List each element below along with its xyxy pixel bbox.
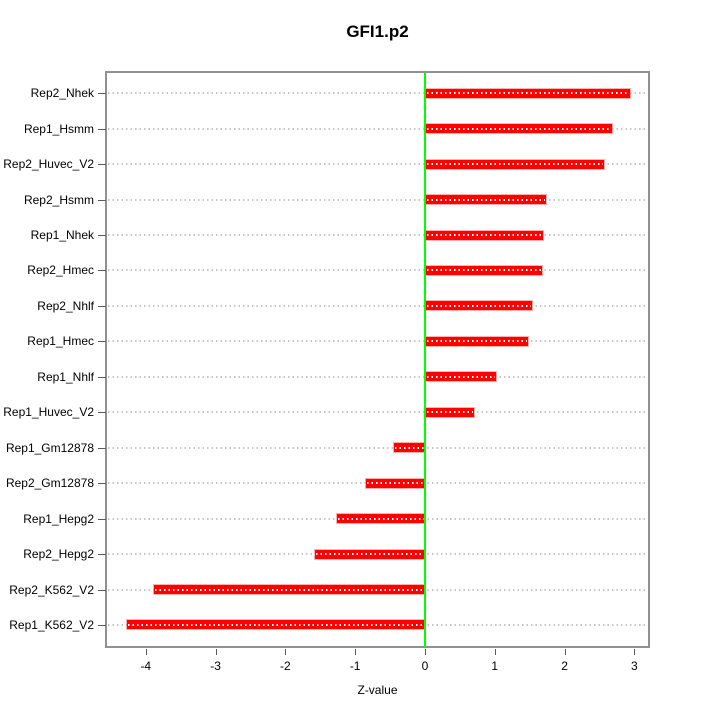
grid-line	[108, 127, 648, 130]
y-axis-label: Rep2_Nhlf	[37, 298, 94, 313]
bar-pattern	[426, 234, 542, 236]
y-axis-tick	[98, 447, 106, 449]
y-axis-tick	[98, 199, 106, 201]
x-axis-tick	[285, 649, 287, 655]
y-axis-tick	[98, 164, 106, 166]
y-axis-label: Rep1_Nhlf	[37, 369, 94, 384]
x-axis-tick	[564, 649, 566, 655]
grid-line	[108, 446, 648, 449]
bar	[337, 514, 425, 524]
bar	[425, 230, 543, 240]
bar-pattern	[426, 269, 541, 272]
bar-pattern	[315, 553, 424, 556]
x-axis-tick	[494, 649, 496, 655]
bar	[425, 372, 497, 382]
bar-pattern	[366, 482, 424, 485]
grid-line	[108, 411, 648, 414]
bar	[393, 443, 425, 453]
y-axis-label: Rep2_K562_V2	[9, 582, 94, 597]
y-axis-label: Rep1_Nhek	[30, 228, 94, 242]
bar-pattern	[426, 340, 527, 343]
y-axis-tick	[98, 412, 106, 414]
y-axis-label: Rep2_Huvec_V2	[3, 157, 94, 172]
x-axis-tick	[145, 649, 147, 655]
zero-line	[423, 73, 426, 647]
y-axis-tick	[98, 270, 106, 272]
x-axis-tick	[424, 649, 426, 655]
bar-pattern	[127, 623, 424, 626]
y-axis-tick	[98, 518, 106, 520]
grid-line	[108, 269, 648, 272]
plot-area	[105, 71, 650, 648]
y-axis-tick	[98, 93, 106, 95]
y-axis-tick	[98, 305, 106, 307]
bar-pattern	[426, 92, 629, 95]
x-axis-tick-label: 1	[491, 659, 499, 673]
grid-line	[108, 375, 648, 378]
bar	[154, 585, 425, 594]
y-axis-label: Rep2_Nhek	[30, 86, 94, 101]
x-axis-tick	[215, 649, 217, 655]
y-axis-label: Rep2_Hepg2	[23, 547, 94, 562]
bar	[425, 195, 546, 205]
y-axis-tick	[98, 589, 106, 591]
bar-pattern	[426, 198, 545, 201]
bar	[365, 478, 425, 488]
bar	[425, 265, 542, 275]
x-axis-tick-label: -3	[210, 659, 221, 673]
y-axis-tick	[98, 483, 106, 485]
bar	[126, 620, 425, 630]
grid-line	[108, 234, 648, 236]
y-axis-label: Rep2_Hsmm	[23, 192, 94, 207]
bar-pattern	[338, 517, 424, 520]
x-axis-tick-label: -2	[280, 659, 291, 673]
bar-pattern	[426, 304, 532, 307]
y-axis-tick	[98, 376, 106, 378]
y-axis-tick	[98, 341, 106, 343]
chart-title: GFI1.p2	[346, 22, 409, 41]
bar-pattern	[426, 163, 603, 166]
x-axis-tick	[355, 649, 357, 655]
grid-line	[108, 92, 648, 95]
bar-pattern	[155, 588, 424, 591]
y-axis-label: Rep1_Gm12878	[5, 440, 94, 455]
bar-pattern	[426, 375, 496, 378]
x-axis-title: Z-value	[357, 683, 398, 697]
bar	[425, 336, 528, 346]
x-axis-tick-label: -4	[140, 659, 152, 673]
bar	[314, 549, 425, 559]
y-axis-tick	[98, 235, 106, 236]
y-axis-label: Rep1_K562_V2	[9, 617, 94, 632]
bar	[425, 124, 612, 134]
y-axis-tick	[98, 554, 106, 556]
x-axis-tick-label: 3	[630, 659, 638, 673]
y-axis-tick	[98, 624, 106, 626]
bar	[425, 301, 533, 311]
y-axis-label: Rep1_Hsmm	[23, 121, 94, 136]
bar	[425, 159, 604, 169]
y-axis-label: Rep2_Hmec	[27, 263, 94, 278]
bar	[425, 88, 630, 98]
x-axis-tick-label: 0	[421, 659, 429, 673]
bar-pattern	[426, 127, 611, 130]
x-axis-tick-label: 2	[561, 659, 568, 673]
x-axis-tick	[634, 649, 636, 655]
y-axis-tick	[98, 128, 106, 130]
grid-line	[108, 340, 648, 343]
grid-line	[108, 304, 648, 307]
grid-line	[108, 163, 648, 166]
y-axis-label: Rep1_Huvec_V2	[3, 405, 94, 420]
bar-pattern	[426, 411, 474, 414]
y-axis-label: Rep1_Hepg2	[23, 511, 94, 526]
bar-pattern	[394, 446, 424, 449]
bar	[425, 407, 475, 417]
x-axis-tick-label: -1	[349, 659, 361, 673]
y-axis-label: Rep2_Gm12878	[5, 476, 94, 491]
grid-line	[108, 198, 648, 201]
y-axis-label: Rep1_Hmec	[27, 334, 94, 349]
